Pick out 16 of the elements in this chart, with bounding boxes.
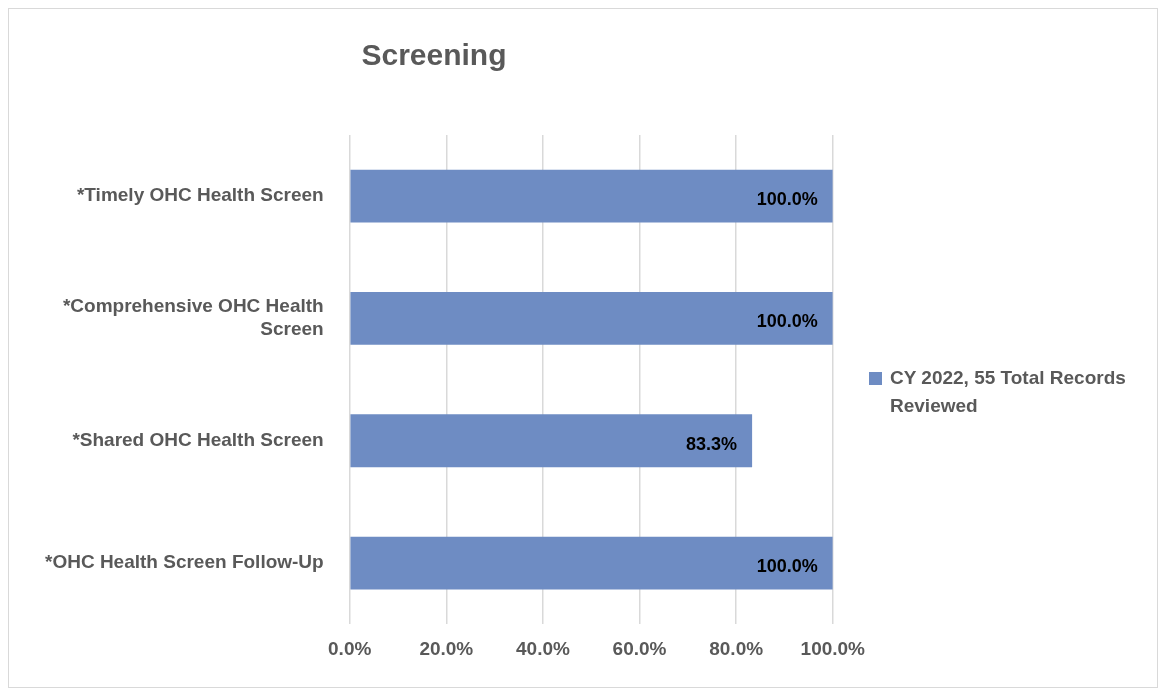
data-label: 100.0% [756, 189, 818, 210]
x-tick-label: 100.0% [800, 637, 866, 659]
data-label: 100.0% [756, 556, 818, 577]
x-tick-label: 40.0% [515, 637, 570, 659]
legend-label: CY 2022, 55 Total Records Reviewed [890, 366, 1127, 418]
y-tick-label: *OHC Health Screen Follow-Up [45, 551, 324, 573]
y-tick-label: *Timely OHC Health Screen [76, 184, 324, 206]
x-tick-label: 20.0% [419, 637, 474, 659]
y-tick-label: *Comprehensive OHC Health Screen [62, 295, 324, 340]
x-tick-label: 80.0% [709, 637, 764, 659]
data-label: 83.3% [686, 433, 738, 454]
x-tick-label: 0.0% [328, 637, 372, 659]
y-tick-label: *Shared OHC Health Screen [72, 428, 324, 450]
x-tick-label: 60.0% [612, 637, 667, 659]
chart-title: Screening [361, 38, 507, 72]
data-label: 100.0% [756, 311, 818, 332]
